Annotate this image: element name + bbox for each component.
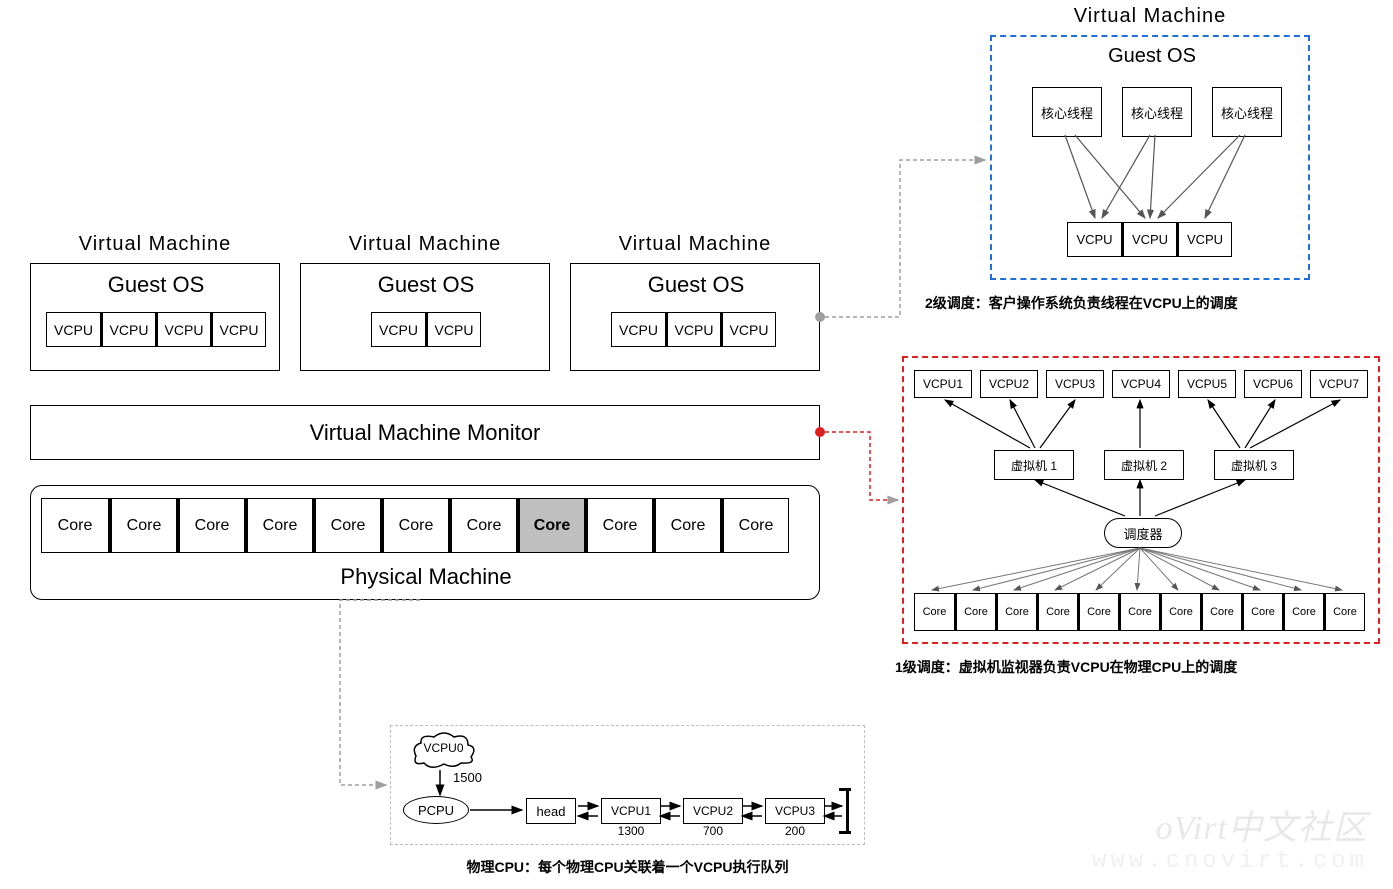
l1-vcpu-cell: VCPU1 (914, 370, 972, 398)
level1-caption: 1级调度：虚拟机监视器负责VCPU在物理CPU上的调度 (895, 657, 1385, 677)
core-cell: Core (313, 498, 381, 553)
vm2-vcpu-row: VCPU VCPU (371, 312, 481, 347)
core-cell: Core (653, 498, 721, 553)
core-cell: Core (381, 498, 449, 553)
level1-container: VCPU1 VCPU2 VCPU3 VCPU4 VCPU5 VCPU6 VCPU7 虚拟机 … (902, 356, 1380, 644)
vcpu0-cloud: VCPU0 (406, 731, 481, 774)
vm3-guest-os: Guest OS (571, 272, 821, 298)
core-cell: Core (109, 498, 177, 553)
vm1-box: Guest OS VCPU VCPU VCPU VCPU (30, 263, 280, 371)
l1-core-cell: Core (1078, 593, 1119, 631)
level2-caption: 2级调度：客户操作系统负责线程在VCPU上的调度 (925, 293, 1375, 313)
vcpu-cell: VCPU (721, 312, 776, 347)
vm1-vcpu-row: VCPU VCPU VCPU VCPU (46, 312, 266, 347)
queue-item: VCPU11300 (601, 798, 661, 838)
l1-core-cell: Core (955, 593, 996, 631)
thread-box: 核心线程 (1122, 87, 1192, 137)
physical-machine-box: CoreCoreCoreCoreCoreCoreCoreCoreCoreCore… (30, 485, 820, 600)
l1-vcpu-cell: VCPU7 (1310, 370, 1368, 398)
l1-vcpu-row: VCPU1 VCPU2 VCPU3 VCPU4 VCPU5 VCPU6 VCPU7 (914, 370, 1368, 398)
scheduler-box: 调度器 (1104, 518, 1182, 548)
vcpu0-label: VCPU0 (406, 741, 481, 755)
vcpu-cell: VCPU (1067, 222, 1122, 257)
vcpu-cell: VCPU (156, 312, 211, 347)
l1-vcpu-cell: VCPU5 (1178, 370, 1236, 398)
l1-core-cell: Core (1160, 593, 1201, 631)
vm1-title: Virtual Machine (30, 233, 280, 256)
l1-core-cell: Core (1283, 593, 1324, 631)
vmm-box: Virtual Machine Monitor (30, 405, 820, 460)
core-cell: Core (585, 498, 653, 553)
pcpu-caption: 物理CPU：每个物理CPU关联着一个VCPU执行队列 (390, 857, 865, 877)
thread-box: 核心线程 (1032, 87, 1102, 137)
vcpu-cell: VCPU (46, 312, 101, 347)
l1-core-cell: Core (1037, 593, 1078, 631)
core-cell: Core (449, 498, 517, 553)
vcpu0-val: 1500 (453, 770, 482, 785)
queue-item: VCPU2700 (683, 798, 743, 838)
l1-cores-row: CoreCoreCoreCoreCoreCoreCoreCoreCoreCore… (914, 593, 1365, 631)
vcpu-cell: VCPU (1122, 222, 1177, 257)
vm2-guest-os: Guest OS (301, 272, 551, 298)
tr-threads: 核心线程 核心线程 核心线程 (1032, 87, 1282, 137)
l1-vcpu-cell: VCPU3 (1046, 370, 1104, 398)
queue-row: VCPU11300 VCPU2700 VCPU3200 (601, 798, 847, 840)
vcpu-cell: VCPU (211, 312, 266, 347)
l1-core-cell: Core (1119, 593, 1160, 631)
l1-core-cell: Core (1201, 593, 1242, 631)
l1-core-cell: Core (996, 593, 1037, 631)
l1-vcpu-cell: VCPU4 (1112, 370, 1170, 398)
vm2-title: Virtual Machine (300, 233, 550, 256)
head-box: head (526, 798, 576, 824)
vm3-title: Virtual Machine (570, 233, 820, 256)
tr-vcpu-row: VCPU VCPU VCPU (1067, 222, 1232, 257)
l1-vm-cell: 虚拟机 1 (994, 450, 1074, 480)
level2-container: Guest OS 核心线程 核心线程 核心线程 VCPU VCPU VCPU (990, 35, 1310, 280)
core-cell: Core (41, 498, 109, 553)
queue-end (846, 788, 849, 834)
l1-vcpu-cell: VCPU2 (980, 370, 1038, 398)
tr-guest-os: Guest OS (992, 45, 1312, 68)
core-cell: Core (721, 498, 789, 553)
l1-core-cell: Core (1242, 593, 1283, 631)
vm3-box: Guest OS VCPU VCPU VCPU (570, 263, 820, 371)
thread-box: 核心线程 (1212, 87, 1282, 137)
pcpu-container: VCPU0 1500 PCPU head VCPU11300VCPU2700VC… (390, 725, 865, 845)
vcpu-cell: VCPU (1177, 222, 1232, 257)
vcpu-cell: VCPU (666, 312, 721, 347)
pcpu-ellipse: PCPU (403, 796, 469, 824)
l1-vm-cell: 虚拟机 2 (1104, 450, 1184, 480)
vcpu-cell: VCPU (371, 312, 426, 347)
vcpu-cell: VCPU (101, 312, 156, 347)
vm2-box: Guest OS VCPU VCPU (300, 263, 550, 371)
vcpu-cell: VCPU (426, 312, 481, 347)
watermark-line1: oVirt中文社区 (1156, 800, 1368, 849)
l1-vm-row: 虚拟机 1 虚拟机 2 虚拟机 3 (994, 450, 1294, 480)
core-cell: Core (245, 498, 313, 553)
l1-vm-cell: 虚拟机 3 (1214, 450, 1294, 480)
core-cell: Core (517, 498, 585, 553)
physical-machine-label: Physical Machine (31, 564, 821, 590)
l1-core-cell: Core (914, 593, 955, 631)
core-cell: Core (177, 498, 245, 553)
tr-vm-title: Virtual Machine (1010, 5, 1290, 28)
vm1-guest-os: Guest OS (31, 272, 281, 298)
queue-item: VCPU3200 (765, 798, 825, 838)
l1-core-cell: Core (1324, 593, 1365, 631)
watermark-line2: www.cnovirt.com (1092, 848, 1368, 875)
l1-vcpu-cell: VCPU6 (1244, 370, 1302, 398)
vmm-label: Virtual Machine Monitor (310, 420, 541, 446)
vcpu-cell: VCPU (611, 312, 666, 347)
cores-row: CoreCoreCoreCoreCoreCoreCoreCoreCoreCore… (41, 498, 789, 553)
vm3-vcpu-row: VCPU VCPU VCPU (611, 312, 776, 347)
